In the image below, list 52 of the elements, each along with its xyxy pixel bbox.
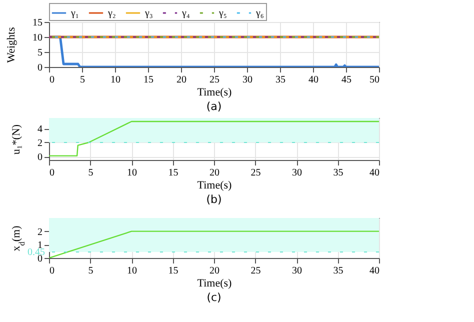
x-tick-label: 5: [88, 168, 94, 178]
x-tick-label: 20: [210, 266, 220, 276]
y-axis-title: Weights: [6, 27, 18, 63]
x-tick-label: 35: [333, 266, 344, 276]
x-axis-title: Time(s): [197, 180, 232, 192]
x-tick-label: 0: [50, 168, 54, 178]
x-tick-label: 20: [210, 168, 220, 178]
x-tick-label: 45: [342, 74, 352, 86]
x-axis-title: Time(s): [197, 278, 232, 290]
x-tick-label: 0: [50, 266, 54, 276]
x-tick-label: 20: [176, 74, 186, 86]
y-tick-label: 4: [38, 124, 42, 135]
y-tick-label: 2: [38, 226, 42, 238]
x-tick-label: 15: [144, 74, 154, 86]
x-tick-label: 25: [250, 266, 261, 276]
x-tick-label: 25: [250, 168, 261, 178]
text: (a): [206, 100, 222, 113]
x-tick-label: 15: [168, 266, 178, 276]
x-tick-label: 40: [308, 74, 318, 86]
text: (b): [206, 193, 222, 206]
legend-label: γ₁: [70, 8, 79, 19]
x-tick-label: 0: [50, 74, 54, 86]
legend-label: γ₅: [218, 8, 227, 19]
y-tick-label: 10: [32, 32, 42, 44]
x-tick-label: 30: [292, 168, 302, 178]
x-tick-label: 10: [110, 74, 120, 86]
x-tick-label: 25: [210, 74, 220, 86]
x-tick-label: 50: [370, 74, 380, 86]
x-tick-label: 30: [292, 266, 302, 276]
legend-label: γ₃: [144, 8, 153, 19]
legend-label: γ₄: [181, 8, 190, 19]
x-tick-label: 35: [276, 74, 286, 86]
x-tick-label: 5: [80, 74, 85, 86]
y-tick-label: 5: [38, 48, 42, 58]
x-tick-label: 5: [88, 266, 94, 276]
y-tick-label: 2: [38, 138, 42, 149]
x-tick-label: 35: [333, 168, 344, 178]
x-tick-label: 10: [127, 168, 137, 178]
y-axis-title: u₁*(N): [10, 124, 22, 155]
x-tick-label: 40: [370, 266, 380, 276]
y-tick-label: 0: [38, 152, 42, 163]
x-tick-label: 30: [242, 74, 252, 86]
x-tick-label: 40: [370, 168, 380, 178]
legend-label: γ₆: [255, 8, 264, 19]
x-tick-label: 15: [168, 168, 178, 178]
text: (c): [206, 291, 222, 304]
x-axis-title: Time(s): [197, 86, 232, 98]
y-tick-label: 0: [38, 62, 42, 74]
y-tick-label: 0: [38, 254, 42, 264]
y-tick-label: 15: [32, 18, 42, 28]
x-tick-label: 10: [127, 266, 137, 276]
legend-label: γ₂: [107, 8, 116, 19]
